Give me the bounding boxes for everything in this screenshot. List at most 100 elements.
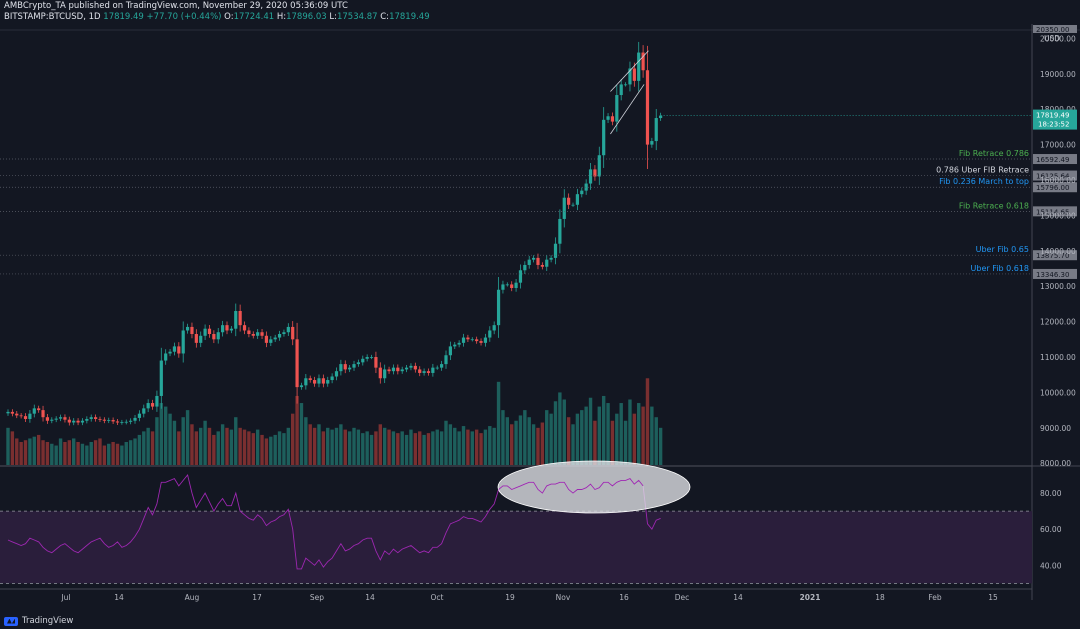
volume-bar [549,413,553,465]
volume-bar [19,441,23,465]
time-tick: 19 [505,593,515,602]
candle-body [234,310,238,329]
last-price-badge-bg [1033,109,1077,130]
price-tick: 13000.00 [1040,282,1076,291]
volume-bar [400,431,404,465]
candle-body [413,365,417,370]
volume-bar [553,401,558,465]
candle-body [496,289,501,326]
volume-bar [382,427,387,465]
price-tick: 11000.00 [1040,353,1076,362]
candle-body [571,204,575,206]
volume-bar [251,433,255,465]
candle-body [120,422,124,423]
candle-body [597,155,601,177]
fib-price-badge: 15796.00 [1036,184,1069,192]
volume-bar [422,434,426,465]
rsi-tick: 80.00 [1040,489,1062,498]
volume-bar [190,424,194,465]
low-label: L: [329,12,337,22]
candle-body [567,197,571,205]
volume-bars [6,378,663,465]
rsi-band [0,510,1032,584]
fib-price-badge: 13875.70 [1036,252,1069,260]
candle-body [418,369,422,373]
candle-body [111,420,115,422]
candle-body [225,325,229,331]
volume-bar [562,399,566,465]
volume-bar [352,427,356,465]
volume-bar [637,403,641,465]
candle-body [150,403,155,407]
price-tick: 9000.00 [1040,424,1071,433]
volume-bar [10,431,15,465]
fib-levels: Fib Retrace 0.786 16592.49 0.786 Uber FIB … [0,149,1077,279]
fib-price-badge-bg [1033,250,1077,261]
candle-body [461,337,466,343]
time-tick: Nov [556,593,571,602]
candle-body [142,408,146,414]
volume-bar [593,420,597,465]
volume-bar [483,429,488,465]
volume-bar [295,395,299,465]
volume-bar [334,427,339,465]
fib-level-label: Fib Retrace 0.786 [959,149,1029,158]
volume-bar [580,410,584,465]
candle-body [137,413,141,418]
candle-body [308,378,312,381]
volume-bar [444,420,448,465]
volume-bar [142,431,146,465]
volume-bar [72,438,76,465]
volume-bar [632,413,637,465]
volume-bar [229,429,234,465]
volume-bar [413,433,418,465]
volume-bar [299,403,304,465]
volume-bar [374,431,378,465]
candle-body [286,326,290,333]
volume-bar [308,424,312,465]
volume-bar [426,433,431,465]
volume-bar [531,424,536,465]
volume-bar [317,424,321,465]
volume-bar [133,438,137,465]
volume-bar [155,417,159,465]
candle-body [155,395,159,407]
volume-bar [6,427,10,465]
volume-bar [85,445,89,465]
volume-bar [163,406,168,465]
candle-body [94,417,98,419]
volume-bar [628,399,632,465]
candle-body [475,339,479,342]
candle-body [19,415,23,417]
candle-body [107,420,111,421]
candle-body [369,357,374,358]
candle-body [628,68,632,85]
candle-body [37,408,41,411]
volume-bar [260,434,264,465]
candle-body [238,310,242,326]
volume-bar [619,403,623,465]
rsi-band-fill [0,511,1032,584]
volume-bar [514,420,518,465]
candle-body [190,326,194,335]
volume-bar [107,443,111,465]
candle-body [549,257,553,260]
volume-bar [558,392,562,465]
volume-bar [404,434,409,465]
tradingview-logo-icon [4,616,18,626]
candle-body [199,335,203,343]
candle-body [330,376,334,381]
countdown-badge: 18:23:52 [1038,121,1069,129]
volume-bar [343,429,347,465]
candle-body [76,420,80,423]
candle-body [426,371,431,373]
volume-bar [523,410,527,465]
candle-body [479,341,483,343]
open-value: 17724.41 [233,12,275,22]
volume-bar [505,417,510,465]
fib-price-badge-bg [1033,182,1077,193]
time-tick: 15 [988,593,998,602]
volume-bar [128,440,133,465]
brand-footer[interactable]: TradingView [4,616,73,626]
